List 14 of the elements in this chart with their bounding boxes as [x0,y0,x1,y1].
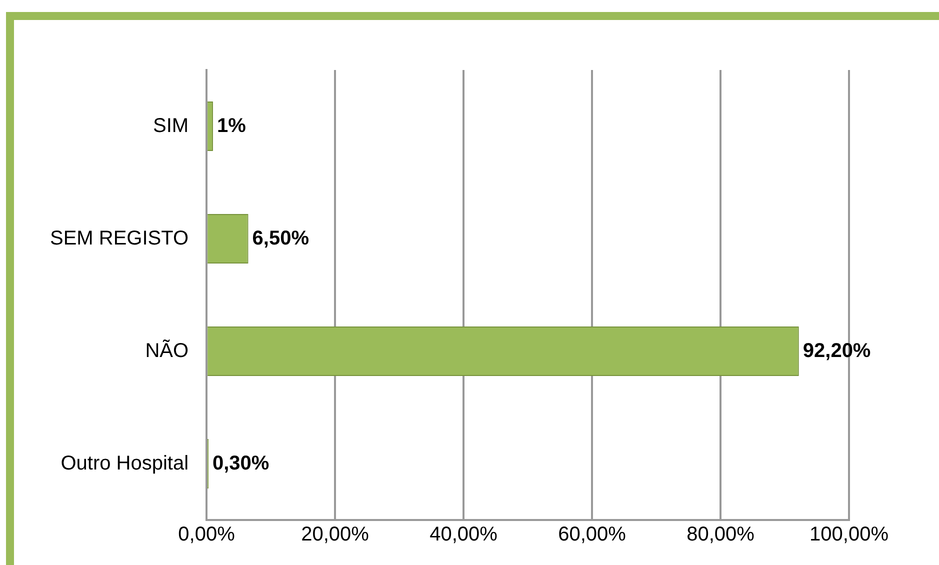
y-tick-label: SEM REGISTO [50,227,189,250]
x-tick-label: 40,00% [430,524,498,546]
x-tick-label: 20,00% [301,524,370,546]
data-label: 0,30% [212,452,270,474]
x-tick-label: 100,00% [810,524,889,546]
data-label: 1% [216,114,246,137]
x-tick-label: 0,00% [178,524,236,546]
x-tick-label: 60,00% [558,524,626,546]
x-tick-label: 80,00% [686,524,755,546]
y-tick-label: SIM [152,114,189,137]
y-tick-label: NÃO [145,338,189,362]
data-label: 92,20% [802,340,871,362]
data-label: 6,50% [252,227,310,250]
y-tick-label: Outro Hospital [60,452,189,474]
